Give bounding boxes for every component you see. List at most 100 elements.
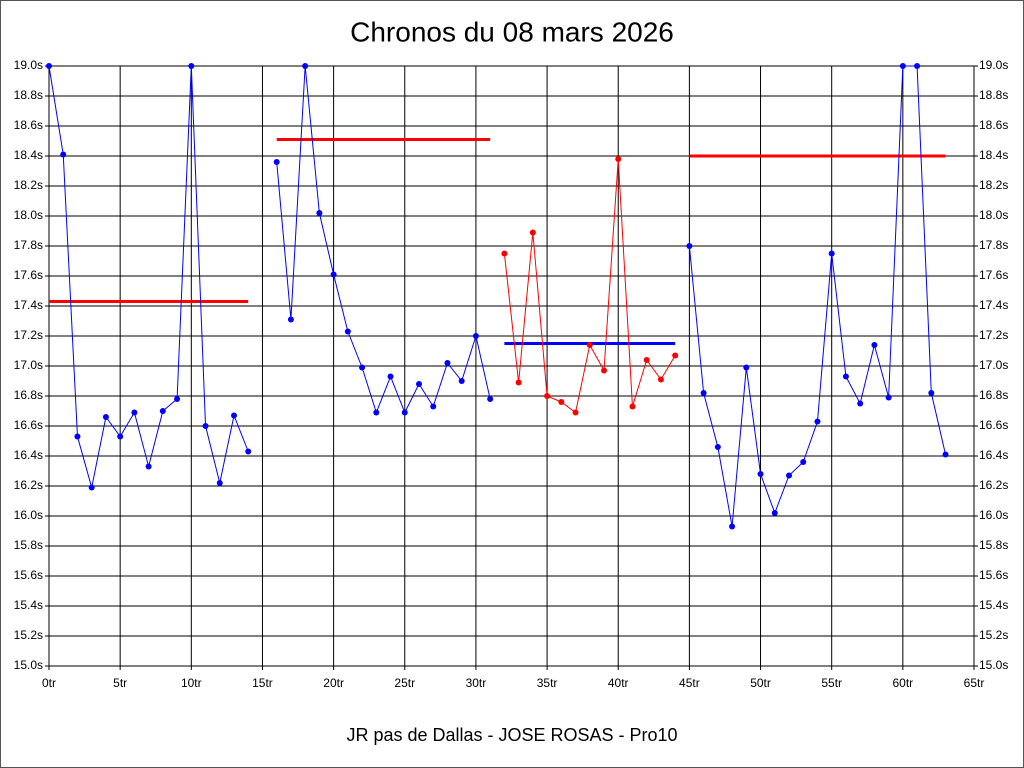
point	[586, 342, 593, 348]
x-tick-label: 0tr	[42, 676, 56, 690]
y2-tick-label: 15.8s	[979, 538, 1008, 552]
y-tick-label: 17.8s	[14, 238, 43, 252]
point	[529, 229, 536, 236]
y2-tick-label: 18.0s	[979, 208, 1008, 222]
point	[928, 390, 935, 396]
point	[344, 328, 351, 335]
x-tick-label: 45tr	[679, 676, 700, 690]
y-tick-label: 15.2s	[14, 628, 43, 642]
point	[814, 418, 821, 425]
x-tick-label: 20tr	[323, 676, 344, 690]
point	[131, 409, 138, 416]
y-tick-label: 18.6s	[14, 118, 43, 132]
point	[515, 379, 522, 386]
point	[501, 250, 508, 257]
chart-title: Chronos du 08 mars 2026	[350, 16, 674, 47]
y-tick-label: 16.4s	[14, 448, 43, 462]
point	[373, 409, 380, 416]
x-tick-label: 5tr	[113, 676, 127, 690]
point	[800, 459, 807, 465]
y2-tick-label: 17.8s	[979, 238, 1008, 252]
point	[359, 364, 366, 371]
y2-tick-label: 16.4s	[979, 448, 1008, 462]
point	[458, 378, 465, 384]
point	[743, 364, 750, 371]
point	[629, 403, 636, 410]
point	[430, 403, 437, 410]
point	[245, 448, 252, 455]
y-tick-label: 15.6s	[14, 568, 43, 582]
y-tick-label: 15.8s	[14, 538, 43, 552]
point	[273, 159, 280, 165]
y2-tick-label: 19.0s	[979, 58, 1008, 72]
point	[444, 360, 451, 366]
point	[857, 400, 864, 407]
point	[643, 357, 650, 363]
y-tick-label: 18.4s	[14, 148, 43, 162]
point	[842, 373, 849, 380]
point	[174, 396, 181, 402]
point	[757, 471, 764, 477]
point	[416, 381, 422, 387]
y-tick-label: 16.8s	[14, 388, 43, 402]
point	[601, 367, 607, 374]
y2-tick-label: 15.2s	[979, 628, 1008, 642]
x-tick-label: 60tr	[893, 676, 914, 690]
point	[487, 396, 494, 402]
y-tick-label: 16.6s	[14, 418, 43, 432]
x-tick-label: 35tr	[537, 676, 558, 690]
point	[828, 250, 835, 257]
point	[786, 472, 792, 479]
point	[46, 63, 52, 69]
point	[287, 316, 294, 323]
y2-tick-label: 18.2s	[979, 178, 1008, 192]
y2-tick-label: 16.6s	[979, 418, 1008, 432]
point	[159, 408, 166, 414]
point	[544, 393, 551, 399]
y2-tick-label: 18.4s	[979, 148, 1008, 162]
y-tick-label: 18.8s	[14, 88, 43, 102]
y-tick-label: 17.0s	[14, 358, 43, 372]
point	[729, 523, 736, 530]
point	[615, 156, 622, 162]
point	[231, 412, 237, 419]
y-tick-label: 17.4s	[14, 298, 43, 312]
y2-tick-label: 18.8s	[979, 88, 1008, 102]
point	[401, 409, 408, 416]
point	[871, 342, 878, 348]
y2-tick-label: 15.6s	[979, 568, 1008, 582]
point	[330, 271, 337, 278]
x-tick-label: 50tr	[750, 676, 771, 690]
point	[942, 451, 949, 458]
point	[686, 243, 693, 249]
y2-tick-label: 17.0s	[979, 358, 1008, 372]
point	[899, 63, 906, 69]
point	[102, 414, 109, 420]
point	[387, 373, 394, 380]
point	[714, 444, 721, 450]
y2-tick-label: 16.8s	[979, 388, 1008, 402]
y-tick-label: 15.4s	[14, 598, 43, 612]
y2-tick-label: 17.6s	[979, 268, 1008, 282]
y2-tick-label: 16.2s	[979, 478, 1008, 492]
plot-frame	[48, 65, 975, 667]
point	[188, 63, 195, 69]
point	[216, 480, 223, 486]
point	[472, 333, 479, 339]
x-tick-label: 40tr	[608, 676, 629, 690]
x-axis-label: JR pas de Dallas - JOSE ROSAS - Pro10	[346, 725, 677, 745]
point	[60, 151, 67, 158]
y2-tick-label: 18.6s	[979, 118, 1008, 132]
point	[88, 484, 95, 491]
point	[672, 352, 679, 359]
x-tick-label: 30tr	[466, 676, 487, 690]
y2-tick-label: 17.2s	[979, 328, 1008, 342]
y-tick-label: 18.0s	[14, 208, 43, 222]
y-tick-label: 16.0s	[14, 508, 43, 522]
point	[558, 399, 565, 405]
point	[885, 394, 892, 401]
y-tick-label: 15.0s	[14, 658, 43, 672]
point	[117, 433, 124, 440]
